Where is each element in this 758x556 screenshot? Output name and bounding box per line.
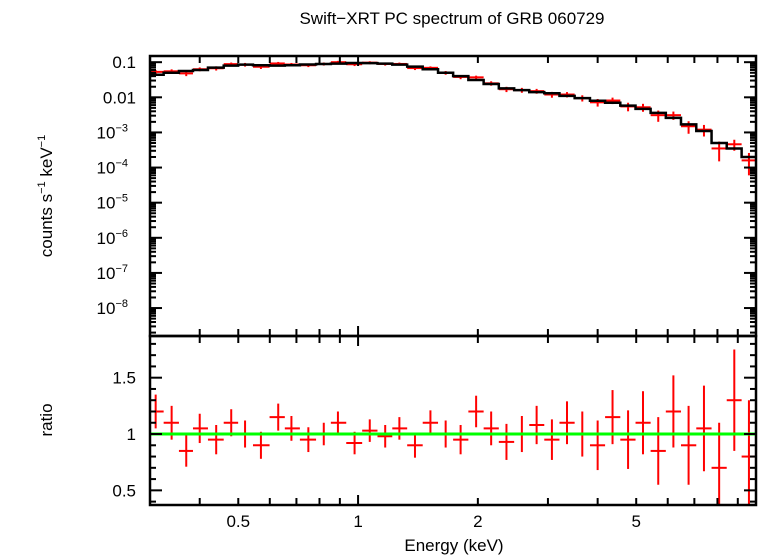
y-tick-label-spectrum: 0.01 — [103, 88, 136, 107]
tick-exponent: −5 — [115, 193, 128, 205]
y-tick-label-ratio: 1.5 — [112, 369, 136, 388]
chart-title: Swift−XRT PC spectrum of GRB 060729 — [299, 9, 604, 28]
y-tick-label-ratio: 0.5 — [112, 481, 136, 500]
tick-base: 0.1 — [112, 53, 136, 72]
spectrum-panel-frame — [148, 54, 758, 338]
y-tick-label-spectrum: 10−6 — [97, 228, 128, 248]
y-tick-label-spectrum: 10−7 — [97, 263, 128, 283]
ratio-panel-frame — [148, 334, 758, 507]
tick-base: 10 — [97, 299, 116, 318]
x-tick-label: 0.5 — [226, 512, 250, 531]
tick-base: 10 — [97, 123, 116, 142]
ratio-panel-data — [150, 349, 756, 505]
spectrum-panel-data — [150, 60, 756, 176]
x-axis-label: Energy (keV) — [404, 536, 503, 555]
tick-exponent: −3 — [115, 122, 128, 134]
tick-base: 10 — [97, 159, 116, 178]
tick-exponent: −8 — [115, 298, 128, 310]
tick-exponent: −4 — [115, 158, 128, 170]
y-axis-label-ratio: ratio — [37, 403, 56, 436]
tick-base: 10 — [97, 229, 116, 248]
y-tick-label-spectrum: 10−8 — [97, 298, 128, 318]
x-tick-label: 5 — [631, 512, 640, 531]
y-tick-label-spectrum: 10−5 — [97, 193, 128, 213]
tick-base: 0.01 — [103, 88, 136, 107]
tick-exponent: −6 — [115, 228, 128, 240]
y-tick-label-ratio: 1 — [127, 425, 136, 444]
tick-exponent: −7 — [115, 263, 128, 275]
tick-base: 10 — [97, 194, 116, 213]
y-tick-label-spectrum: 10−4 — [97, 158, 128, 178]
y-tick-label-spectrum: 0.1 — [112, 53, 136, 72]
x-tick-label: 1 — [353, 512, 362, 531]
y-axis-label-spectrum: counts s−1 keV−1 — [36, 135, 56, 257]
model-curve — [150, 61, 756, 159]
tick-base: 10 — [97, 264, 116, 283]
y-tick-label-spectrum: 10−3 — [97, 122, 128, 142]
x-tick-label: 2 — [473, 512, 482, 531]
